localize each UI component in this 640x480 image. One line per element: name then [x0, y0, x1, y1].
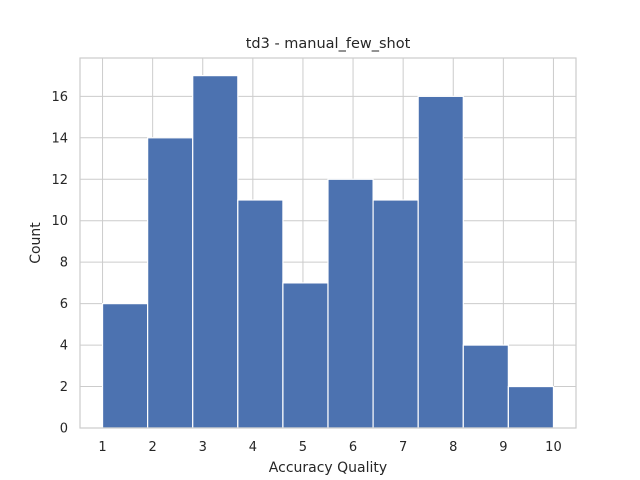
y-tick-label: 14 [51, 131, 68, 146]
x-tick-label: 1 [98, 440, 106, 455]
y-tick-label: 8 [60, 256, 68, 271]
x-tick-label: 4 [249, 440, 257, 455]
x-tick-labels: 1 2 3 4 5 6 7 8 9 10 [98, 440, 561, 455]
y-tick-label: 6 [60, 297, 68, 312]
histogram-bar [417, 95, 464, 429]
y-tick-labels: 0 2 4 6 8 10 12 14 16 [51, 90, 68, 437]
histogram-bar [282, 282, 329, 429]
histogram-bar [101, 303, 149, 429]
chart-title: td3 - manual_few_shot [246, 36, 411, 52]
bar-layer [101, 75, 555, 429]
x-tick-label: 10 [545, 440, 562, 455]
x-tick-label: 3 [199, 440, 207, 455]
y-tick-label: 2 [60, 380, 68, 395]
histogram-bar [372, 199, 419, 429]
y-tick-label: 12 [51, 173, 68, 188]
histogram-bar [237, 199, 284, 429]
histogram-bar [192, 75, 239, 429]
plot-frame [79, 57, 577, 429]
x-tick-label: 9 [499, 440, 507, 455]
y-axis-label: Count [28, 222, 44, 264]
x-tick-label: 6 [349, 440, 357, 455]
x-tick-label: 8 [449, 440, 457, 455]
x-tick-label: 7 [399, 440, 407, 455]
histogram-bar [147, 137, 194, 429]
y-tick-label: 0 [60, 422, 68, 437]
y-tick-label: 4 [60, 339, 68, 354]
x-tick-label: 2 [149, 440, 157, 455]
x-axis-label: Accuracy Quality [269, 460, 387, 476]
histogram-bar [507, 385, 555, 429]
y-tick-label: 16 [51, 90, 68, 105]
histogram-bar [462, 344, 509, 429]
y-tick-label: 10 [51, 214, 68, 229]
histogram-bar [327, 178, 374, 429]
x-tick-label: 5 [299, 440, 307, 455]
